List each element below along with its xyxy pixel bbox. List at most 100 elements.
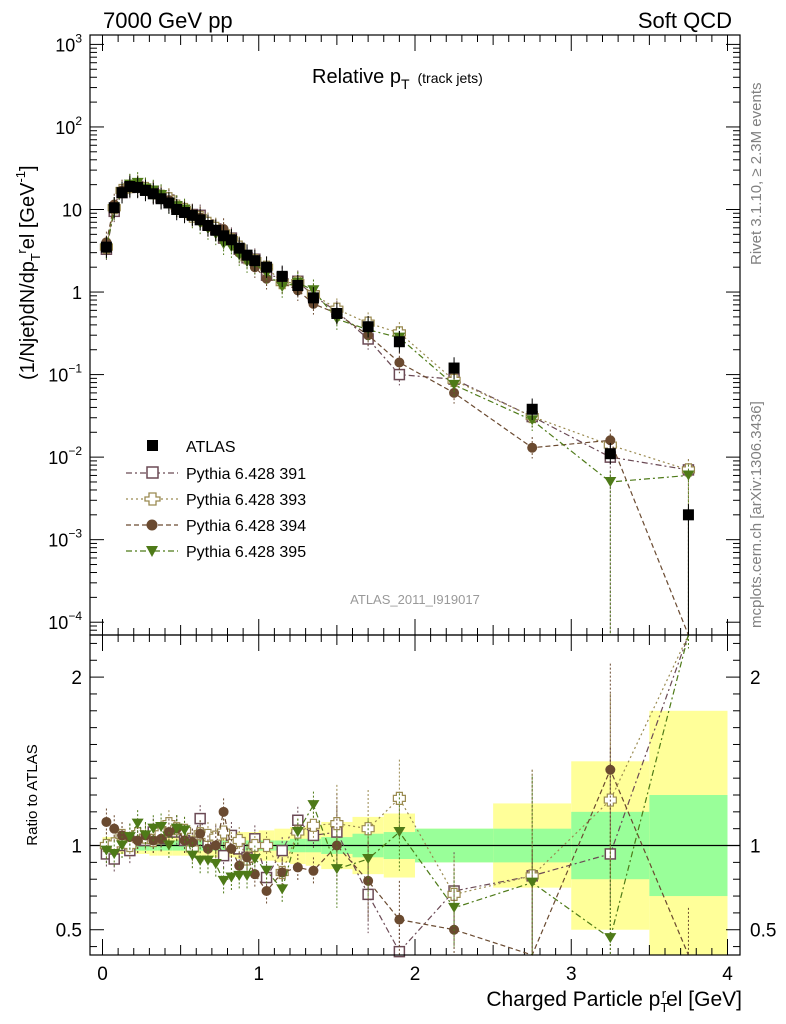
data-point — [186, 209, 198, 221]
ratio-y-tick-label-right: 2 — [750, 668, 761, 689]
data-point — [526, 403, 538, 415]
ratio-point — [217, 849, 230, 862]
x-label-sub: T — [660, 1000, 668, 1015]
ratio-point — [526, 877, 539, 888]
ratio-point — [261, 886, 272, 896]
data-point — [108, 202, 120, 214]
ratio-point — [216, 825, 231, 839]
y-tick-label: 10−4 — [48, 609, 82, 633]
data-point — [179, 206, 191, 218]
ratio-point — [132, 835, 143, 846]
plot-title-main: Relative p — [312, 66, 401, 88]
y-tick-base: 10 — [48, 613, 68, 633]
y-axis-label-top: (1/Njet)dN/dpTrel [GeV-1] — [13, 165, 43, 380]
ratio-point — [123, 832, 136, 843]
data-point — [124, 180, 136, 192]
legend-label-393: Pythia 6.428 393 — [186, 492, 306, 509]
y-tick-exp: −1 — [68, 362, 82, 376]
ratio-point — [306, 818, 321, 832]
data-point — [449, 387, 460, 398]
ratio-point — [226, 843, 237, 854]
ratio-point — [201, 855, 214, 866]
ratio-point — [394, 914, 405, 925]
legend-label-atlas: ATLAS — [186, 439, 236, 456]
legend-entry-393: Pythia 6.428 393 — [126, 492, 306, 509]
ratio-point — [330, 864, 343, 875]
series-1 — [100, 175, 695, 635]
data-point — [682, 509, 694, 521]
data-point — [362, 321, 374, 333]
header-right: Soft QCD — [638, 8, 732, 33]
ratio-point — [186, 850, 199, 861]
y-tick-label: 102 — [55, 114, 82, 138]
data-point — [604, 476, 617, 487]
y-tick-exp: −2 — [68, 444, 82, 458]
ratio-point — [260, 865, 273, 876]
y-label-sub: T — [28, 253, 43, 261]
data-point — [448, 362, 460, 374]
data-point — [394, 357, 405, 368]
legend-marker-393 — [144, 492, 161, 506]
y-tick-label: 10 — [62, 200, 82, 220]
data-point — [210, 224, 222, 236]
ratio-y-tick-label-left: 1 — [71, 837, 82, 858]
data-point — [100, 241, 112, 253]
ratio-point — [292, 862, 303, 873]
bottom-panel-series — [99, 634, 689, 958]
ratio-point — [155, 822, 168, 832]
data-point — [249, 255, 261, 267]
data-point — [241, 249, 253, 261]
ratio-point — [131, 818, 144, 829]
ratio-point — [195, 828, 206, 839]
series-4 — [100, 172, 695, 635]
ratio-point — [194, 855, 207, 866]
series-line — [105, 183, 689, 636]
ratio-point — [116, 840, 129, 851]
data-point — [604, 448, 616, 460]
legend-marker-391 — [146, 466, 159, 479]
data-point — [331, 307, 343, 319]
ratio-point — [233, 870, 246, 881]
data-point — [307, 292, 319, 304]
y-tick-label: 103 — [55, 31, 82, 55]
ratio-point — [225, 872, 238, 883]
y-tick-base: 10 — [48, 366, 68, 386]
data-point — [261, 261, 273, 273]
legend-entry-394: Pythia 6.428 394 — [126, 518, 306, 535]
ratio-point — [194, 812, 206, 825]
y-label-main: (1/Njet)dN/dp — [17, 261, 39, 380]
ratio-point — [242, 852, 253, 863]
ratio-y-tick-label-right: 0.5 — [750, 921, 776, 942]
ratio-point — [100, 845, 113, 856]
y-tick-base: 10 — [55, 118, 75, 138]
ratio-point — [448, 902, 461, 913]
y-tick-label: 1 — [72, 283, 82, 303]
y-tick-label: 10−1 — [48, 362, 82, 386]
ratio-point — [209, 859, 222, 870]
y-tick-base: 10 — [48, 531, 68, 551]
top-panel-series — [99, 172, 696, 636]
header-left: 7000 GeV pp — [103, 8, 233, 33]
ratio-point — [276, 884, 289, 895]
side-label-top: Rivet 3.1.10, ≥ 2.3M events — [748, 83, 765, 266]
ratio-point — [139, 830, 152, 841]
series-0 — [100, 175, 694, 635]
x-label-sup: r — [662, 986, 667, 1001]
ratio-y-tick-label-right: 1 — [750, 837, 761, 858]
y-axis-label-bottom: Ratio to ATLAS — [24, 744, 41, 845]
bottom-panel-frame — [89, 634, 741, 956]
ratio-point — [291, 827, 304, 838]
y-tick-label: 10−3 — [48, 527, 82, 551]
ratio-point — [259, 838, 274, 853]
y-tick-exp: −4 — [68, 609, 82, 623]
ratio-point — [393, 827, 406, 838]
y-tick-exp: 2 — [75, 114, 82, 128]
y-tick-label: 10−2 — [48, 444, 82, 468]
data-point — [526, 415, 539, 426]
ratio-point — [108, 848, 121, 859]
legend-entry-391: Pythia 6.428 391 — [126, 466, 306, 483]
ratio-point — [605, 764, 616, 775]
data-point — [276, 270, 288, 282]
